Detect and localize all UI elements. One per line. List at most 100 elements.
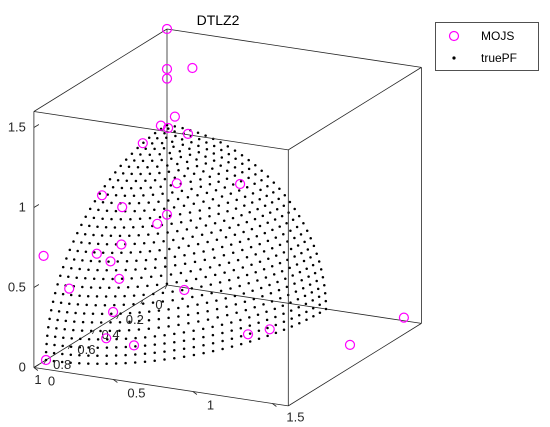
truepf-point [173,340,176,344]
truepf-point [44,350,48,354]
truepf-point [182,355,186,358]
mojs-point [182,128,194,139]
truepf-point [133,209,136,213]
truepf-point [109,321,112,324]
truepf-point [318,311,322,314]
truepf-point [272,191,275,194]
mojs-point [171,178,182,189]
mojs-point [40,354,52,366]
truepf-point [153,351,156,355]
truepf-point [116,178,120,182]
truepf-point [128,320,131,323]
truepf-point [98,260,101,263]
truepf-point [272,273,276,276]
truepf-point [47,326,50,329]
truepf-point [170,140,174,143]
truepf-point [230,337,234,340]
truepf-point [296,244,300,247]
truepf-point [69,353,73,357]
truepf-point [212,144,216,148]
truepf-point [179,155,183,159]
truepf-point [201,327,205,331]
truepf-point [151,301,155,304]
truepf-point [261,294,264,298]
truepf-point [254,164,257,167]
truepf-point [219,141,222,144]
truepf-point [263,204,267,208]
truepf-point [203,258,207,262]
truepf-point [300,278,303,282]
truepf-point [316,287,320,291]
y-axis: 0 0.5 1 1.5 [33,367,304,425]
truepf-point [312,244,316,248]
truepf-point [278,225,281,228]
truepf-point [114,171,117,174]
truepf-point [177,306,180,310]
truepf-point [147,318,151,322]
truepf-point [161,300,165,303]
truepf-point [212,159,216,162]
truepf-point [133,159,136,162]
truepf-point [243,300,247,304]
truepf-point [56,318,59,322]
truepf-point [308,283,312,286]
truepf-point [204,155,207,158]
truepf-point [170,222,173,225]
truepf-point [211,248,215,251]
truepf-point [233,174,237,177]
truepf-point [163,342,166,345]
truepf-point [63,328,66,331]
truepf-point [247,158,250,162]
truepf-point [100,312,104,316]
truepf-point [177,315,180,318]
truepf-point [249,245,253,249]
truepf-point [185,279,188,282]
truepf-point [167,170,171,174]
truepf-point [157,317,161,321]
truepf-point [297,306,300,309]
truepf-point [266,239,270,243]
truepf-point [177,323,180,327]
truepf-point [278,243,282,247]
truepf-point [211,325,214,329]
truepf-point [215,299,218,302]
truepf-point [290,325,294,328]
truepf-point [315,279,318,283]
truepf-point [128,311,132,315]
truepf-point [175,281,178,284]
truepf-point [189,219,193,222]
truepf-point [258,260,262,264]
truepf-point [217,204,221,207]
truepf-point [197,150,201,154]
truepf-point [285,285,289,289]
truepf-point [315,252,318,255]
truepf-point [247,237,250,241]
mojs-point [187,62,198,74]
truepf-point [297,314,301,317]
truepf-point [102,277,105,281]
truepf-point [91,312,95,316]
truepf-point [132,294,136,297]
truepf-point [296,298,300,301]
truepf-point [70,337,73,340]
truepf-point [134,268,137,271]
mojs-point [116,239,127,250]
truepf-point [143,360,147,363]
truepf-point [219,164,222,167]
truepf-point [252,297,256,301]
truepf-point [225,305,228,309]
truepf-point [260,178,263,182]
truepf-point [168,247,171,251]
truepf-point [243,204,246,207]
truepf-point [162,240,165,243]
truepf-point [234,157,237,161]
truepf-point [250,263,253,266]
truepf-point [274,331,278,335]
truepf-point [258,198,261,201]
truepf-point [323,284,326,287]
truepf-point [226,210,229,213]
truepf-point [136,146,139,150]
truepf-point [132,194,136,197]
legend-mojs-label: MOJS [481,29,514,43]
